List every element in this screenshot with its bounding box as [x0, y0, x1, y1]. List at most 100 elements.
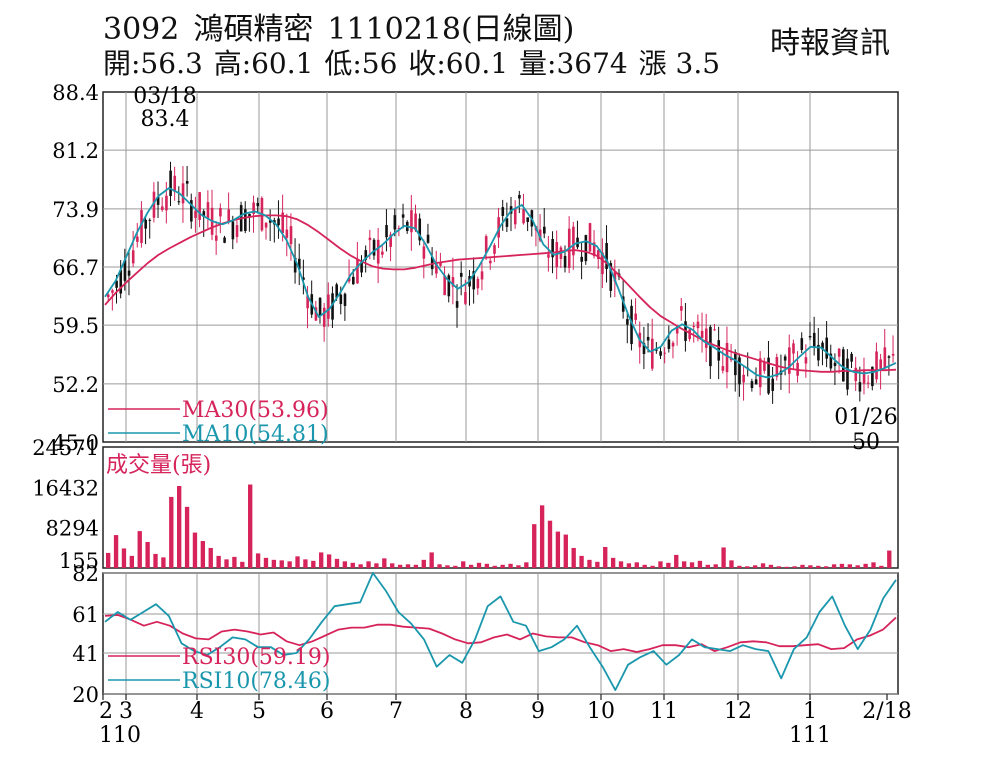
volume-bar: [390, 563, 395, 568]
candle-body: [397, 227, 401, 229]
candle-body: [426, 234, 430, 243]
candle-body: [850, 353, 853, 362]
year-label: 111: [789, 723, 831, 748]
candle-body: [298, 258, 301, 270]
volume-bar: [776, 566, 781, 568]
candle-body: [160, 206, 164, 210]
candle-body: [443, 275, 446, 296]
volume-bar: [879, 565, 884, 568]
candle-body: [455, 301, 459, 308]
candle-body: [526, 217, 530, 222]
candle-body: [156, 196, 160, 205]
candle-body: [597, 250, 600, 260]
month-label: 6: [320, 699, 334, 724]
candle-body: [360, 262, 363, 273]
volume-bar: [453, 565, 458, 568]
candle-body: [131, 250, 135, 264]
candle-body: [381, 251, 384, 255]
candle-body: [763, 362, 766, 371]
candle-body: [306, 295, 309, 309]
rsi30-legend-label: RSI30(59.19): [182, 645, 330, 670]
candle-body: [646, 336, 650, 341]
volume-panel-frame: [102, 446, 899, 569]
rsi-tick-label: 41: [72, 642, 99, 666]
candle-body: [601, 252, 604, 275]
candle-body: [181, 183, 185, 204]
volume-bar: [563, 534, 568, 568]
candle-body: [808, 336, 812, 338]
candle-body: [447, 275, 451, 297]
volume-bar: [713, 564, 718, 568]
candle-body: [430, 256, 434, 270]
candle-body: [663, 352, 667, 354]
candle-body: [185, 181, 189, 184]
volume-bar: [658, 561, 663, 568]
volume-bar: [768, 564, 774, 568]
candle-body: [198, 192, 201, 220]
candle-body: [854, 367, 858, 382]
candle-body: [302, 277, 305, 280]
volume-bar: [516, 565, 521, 568]
chart-date-label: 1110218(日線圖): [327, 12, 575, 47]
volume-bar: [492, 565, 497, 568]
candle-body: [688, 329, 691, 340]
volume-bar: [603, 546, 608, 568]
volume-bar: [240, 561, 245, 568]
candle-body: [356, 259, 359, 284]
candle-body: [322, 307, 326, 327]
candle-body: [871, 366, 874, 387]
volume-bar: [326, 554, 332, 568]
candle-body: [223, 237, 226, 243]
candle-body: [335, 284, 338, 298]
volume-bar: [500, 564, 505, 568]
volume-bar: [137, 531, 142, 568]
volume-bar: [334, 558, 340, 568]
volume-bar: [397, 564, 403, 568]
volume-bar: [808, 565, 813, 568]
candle-body: [327, 294, 330, 319]
volume-bar: [800, 564, 805, 568]
price-tick-label: 52.2: [52, 373, 99, 397]
stock-name: 鴻碩精密: [193, 12, 314, 47]
candle-body: [422, 246, 426, 259]
candle-body: [244, 209, 247, 231]
candle-body: [165, 195, 168, 211]
candle-body: [227, 209, 231, 222]
price-tick-label: 66.7: [52, 256, 99, 280]
volume-bar: [555, 531, 561, 568]
candle-body: [177, 201, 181, 203]
volume-bar: [871, 562, 876, 568]
candle-body: [812, 332, 816, 348]
volume-bar: [192, 532, 198, 568]
volume-bar: [752, 565, 758, 568]
volume-bar: [461, 561, 466, 568]
volume-bar: [153, 553, 158, 568]
volume-bar: [863, 563, 868, 568]
volume-bar: [121, 548, 127, 568]
volume-bar: [792, 566, 797, 568]
high-value: 高:60.1: [213, 47, 314, 80]
open-value: 開:56.3: [103, 47, 203, 80]
candle-body: [758, 358, 762, 388]
candle-body: [817, 344, 820, 361]
candle-body: [543, 226, 546, 234]
price-tick-label: 81.2: [52, 139, 99, 163]
volume-bar: [232, 556, 237, 568]
high-annotation-value: 83.4: [141, 107, 190, 132]
candle-body: [667, 339, 671, 349]
candle-body: [314, 307, 318, 321]
volume-bar: [618, 561, 624, 568]
candle-body: [858, 382, 862, 392]
rsi-tick-label: 82: [72, 562, 99, 586]
candle-body: [767, 357, 770, 394]
candle-body: [268, 220, 272, 223]
volume-bar: [287, 561, 292, 568]
candle-body: [480, 271, 484, 280]
ma30-line: [104, 214, 897, 373]
candle-body: [563, 255, 567, 268]
candle-body: [842, 349, 845, 382]
candle-body: [190, 200, 193, 222]
volume-bar: [248, 484, 253, 568]
candle-body: [459, 272, 463, 277]
volume-bar: [429, 552, 434, 568]
